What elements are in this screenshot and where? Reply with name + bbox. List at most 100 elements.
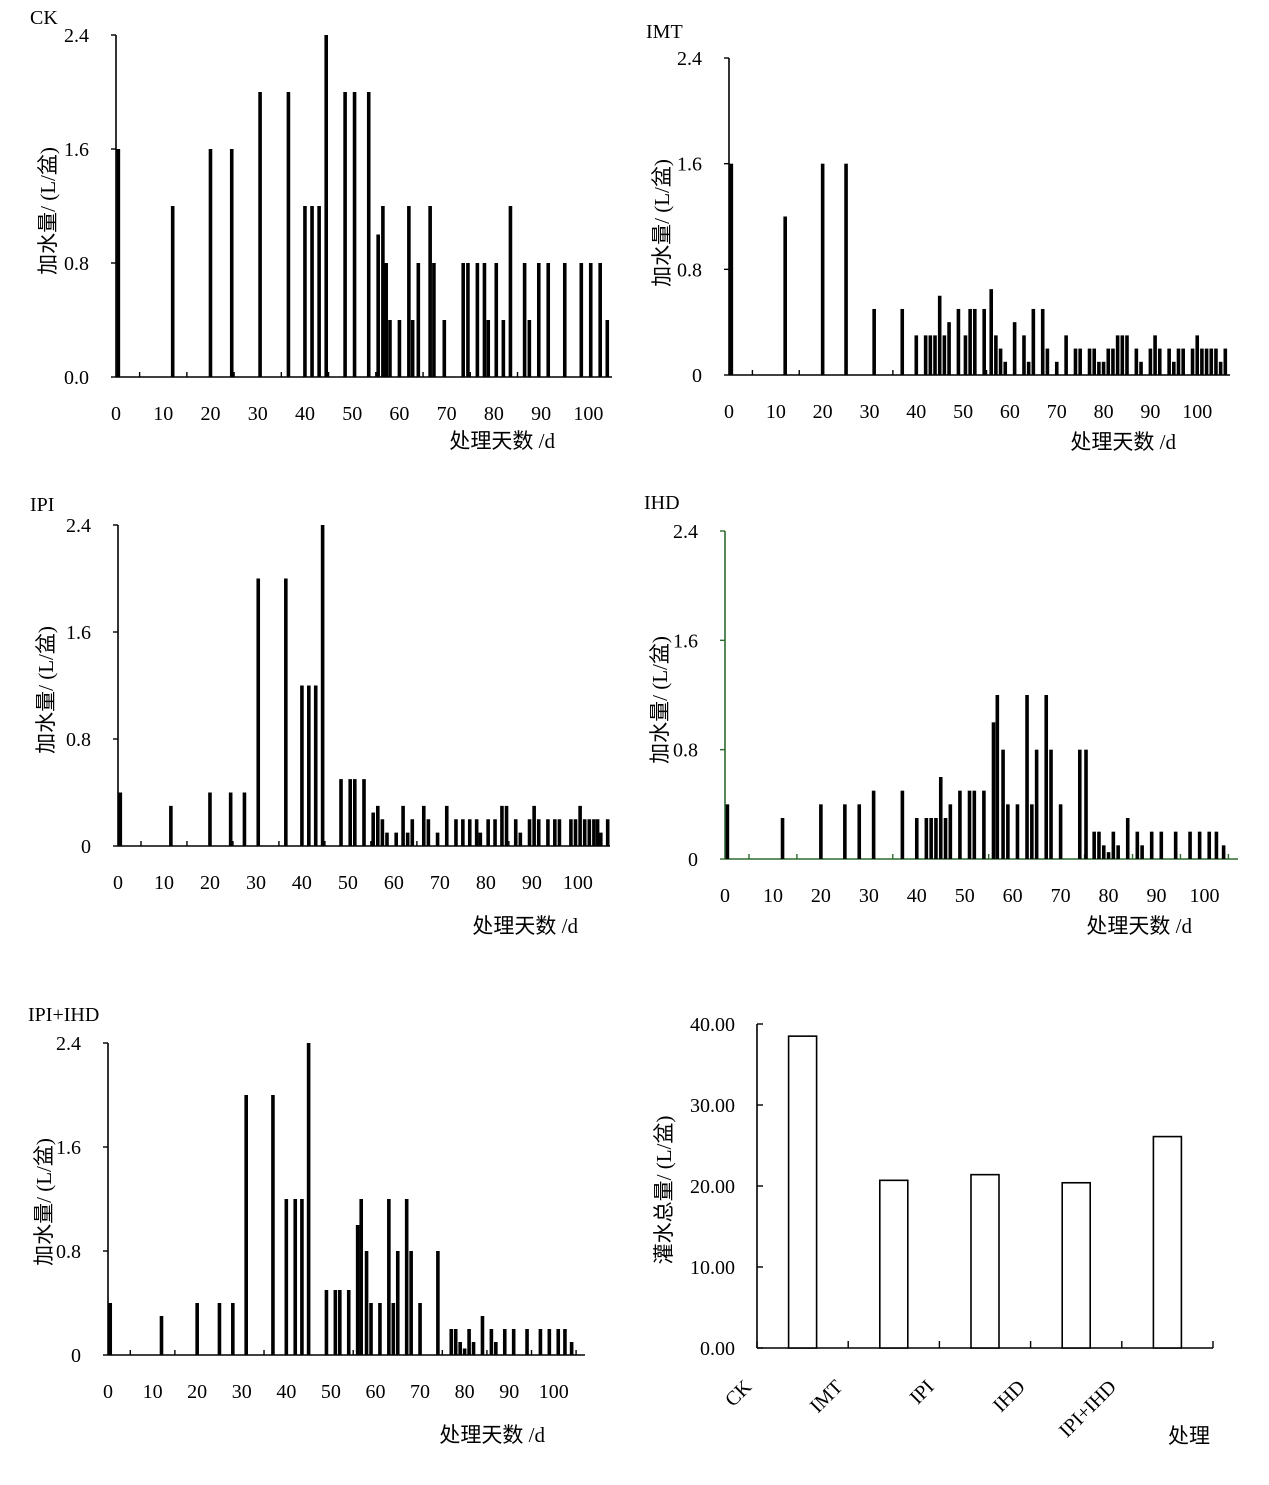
data-bar	[504, 805, 509, 846]
data-bar	[967, 790, 972, 859]
data-bar	[458, 1342, 462, 1355]
data-bar	[1003, 361, 1008, 375]
data-bar	[857, 804, 862, 859]
data-bar	[934, 818, 938, 859]
chart-panel-ipi: 0 0.8 1.6 2.4 0 10 20 30 40 50 60 70 80 90 100 IPI 处理天数 …	[0, 480, 640, 960]
data-bar	[494, 1342, 498, 1355]
data-bar	[410, 819, 415, 846]
data-bar	[352, 92, 357, 377]
data-bar	[1125, 335, 1129, 375]
data-bar	[454, 819, 458, 846]
data-bar	[1134, 348, 1139, 375]
x-tick-label: 80	[1099, 885, 1119, 907]
data-bar	[1214, 348, 1218, 375]
data-bar	[442, 320, 447, 377]
data-bar	[108, 1303, 113, 1355]
x-tick-label: 60	[389, 403, 409, 425]
data-bar	[410, 320, 415, 377]
data-bar	[1149, 831, 1154, 859]
data-bar	[578, 805, 582, 846]
data-bar	[1135, 831, 1140, 859]
data-bar	[605, 819, 610, 846]
x-tick-label: 90	[1146, 885, 1166, 907]
data-bar	[1200, 348, 1204, 375]
data-bar	[1204, 348, 1209, 375]
x-category-label: IMT	[806, 1376, 847, 1417]
x-tick-label: 100	[573, 403, 603, 425]
x-tick-label: 50	[338, 872, 358, 894]
data-bar	[546, 819, 550, 846]
y-axis-label: 加水量/ (L/盆)	[32, 1138, 56, 1266]
data-bar	[244, 1095, 248, 1355]
data-bar	[518, 832, 523, 846]
data-bar	[436, 1251, 440, 1355]
x-tick-label: 50	[955, 885, 975, 907]
chart-title: IHD	[644, 492, 680, 514]
data-bar	[1006, 804, 1010, 859]
x-tick-label: 10	[763, 885, 783, 907]
data-bar	[557, 819, 562, 846]
x-tick-label: 0	[724, 401, 734, 423]
data-bar	[1153, 335, 1157, 375]
data-bar	[494, 263, 499, 377]
data-bar	[871, 790, 876, 859]
data-bar	[1078, 348, 1082, 375]
data-bar	[116, 149, 121, 377]
data-bar	[1218, 361, 1223, 375]
data-bar	[385, 832, 389, 846]
x-tick-label: 20	[200, 403, 220, 425]
data-bar	[1087, 348, 1092, 375]
data-bar	[426, 819, 431, 846]
data-bar	[401, 805, 405, 846]
data-bar	[371, 812, 375, 846]
data-bar	[284, 1199, 289, 1355]
data-bar	[1045, 348, 1050, 375]
data-bar	[933, 335, 937, 375]
data-bar	[513, 819, 518, 846]
data-bar	[320, 525, 325, 846]
data-bar	[256, 578, 261, 846]
chart-title: IPI+IHD	[28, 1004, 99, 1026]
data-bar	[387, 1199, 391, 1355]
data-bar	[355, 1225, 360, 1355]
chart-svg-ck: 0.0 0.8 1.6 2.4 0 10 20 30 40 50 60 70 80 90 100 CK 处理天数…	[30, 7, 612, 453]
data-bar	[729, 163, 734, 375]
data-bar	[547, 1329, 552, 1355]
data-bar	[500, 805, 504, 846]
data-bar	[532, 805, 536, 846]
data-bar	[339, 779, 343, 846]
data-bar	[405, 832, 410, 846]
data-bar	[1111, 831, 1116, 859]
data-bar	[208, 149, 213, 377]
data-bar	[1106, 348, 1111, 375]
y-tick-label: 1.6	[64, 139, 89, 161]
data-bar	[1116, 845, 1120, 859]
y-tick-label: 0	[688, 849, 698, 871]
x-tick-label: 90	[531, 403, 551, 425]
data-bar	[995, 695, 1000, 859]
data-bar	[1111, 348, 1115, 375]
data-bar	[900, 790, 905, 859]
data-bar	[569, 1342, 574, 1355]
data-bar	[937, 295, 942, 375]
data-bar	[1030, 804, 1034, 859]
data-bar	[1190, 348, 1195, 375]
chart-svg-total: 0.00 10.00 20.00 30.00 40.00 CK IMT IPI IHD IPI+I…	[652, 1014, 1214, 1448]
data-bar	[1148, 348, 1153, 375]
data-bar	[1097, 831, 1101, 859]
data-bar	[502, 1329, 507, 1355]
x-category-label: IHD	[989, 1376, 1030, 1417]
data-bar	[598, 263, 602, 377]
data-bar	[364, 1251, 369, 1355]
x-tick-label: 10	[153, 403, 173, 425]
data-bar	[432, 263, 436, 377]
data-bar	[369, 1303, 373, 1355]
data-bar	[310, 206, 314, 377]
y-tick-label: 0.8	[66, 729, 91, 751]
data-bar	[466, 263, 470, 377]
data-bar	[924, 818, 929, 859]
data-bar	[1064, 335, 1068, 375]
total-bar	[787, 1035, 818, 1349]
y-axis-label: 加水量/ (L/盆)	[648, 636, 672, 764]
data-bar	[486, 819, 490, 846]
